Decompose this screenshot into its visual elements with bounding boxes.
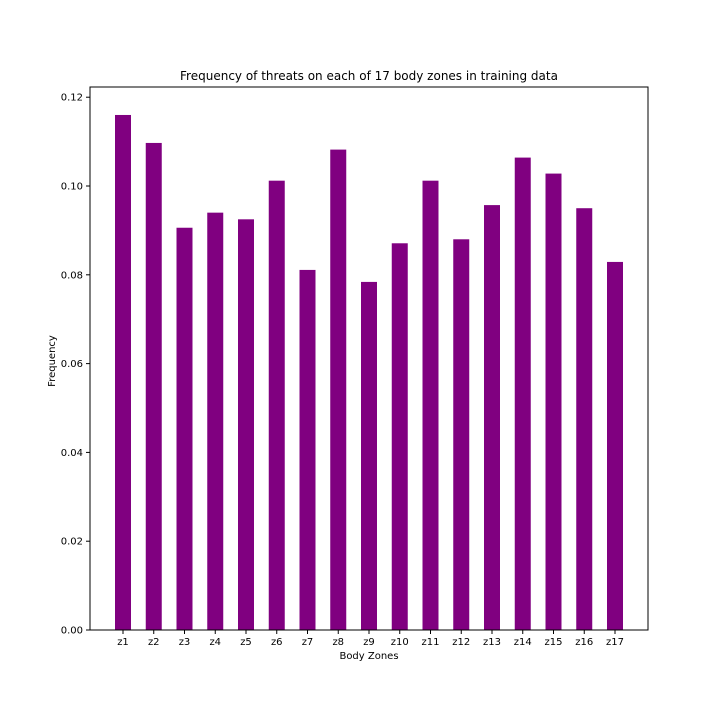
y-axis-label: Frequency [47, 335, 58, 387]
x-tick-label: z17 [606, 637, 624, 648]
x-tick-label: z4 [209, 637, 221, 648]
bar-z5 [238, 219, 254, 630]
plot-area-frame [89, 86, 649, 631]
x-tick-label: z7 [302, 637, 314, 648]
x-tick-label: z12 [452, 637, 470, 648]
chart-title: Frequency of threats on each of 17 body … [180, 69, 558, 83]
bar-z14 [514, 157, 531, 630]
x-tick-label: z6 [271, 637, 283, 648]
x-tick-label: z2 [148, 637, 160, 648]
x-tick-label: z10 [391, 637, 409, 648]
bar-z8 [330, 149, 347, 630]
x-tick-label: z16 [575, 637, 593, 648]
x-tick-label: z8 [332, 637, 344, 648]
y-tick-label: 0.12 [61, 93, 83, 104]
y-tick-label: 0.00 [61, 626, 83, 637]
bar-z15 [545, 173, 562, 630]
bar-z12 [453, 239, 470, 631]
x-tick-label: z14 [514, 637, 532, 648]
x-tick-label: z15 [545, 637, 563, 648]
bar-z6 [268, 180, 285, 630]
y-tick-label: 0.04 [61, 448, 83, 459]
x-tick-label: z9 [363, 637, 375, 648]
bar-z1 [115, 114, 131, 631]
bar-z3 [176, 227, 193, 631]
x-tick-label: z5 [240, 637, 252, 648]
x-tick-label: z13 [483, 637, 501, 648]
bar-z2 [145, 142, 162, 630]
bar-z13 [484, 205, 500, 630]
y-tick-label: 0.10 [61, 182, 83, 193]
x-tick-label: z3 [179, 637, 191, 648]
x-tick-label: z11 [422, 637, 440, 648]
y-tick-label: 0.06 [61, 359, 83, 370]
bar-z4 [207, 212, 224, 630]
y-axis: 0.00 0.02 0.04 0.06 0.08 0.10 0.12 [61, 93, 90, 637]
bar-z11 [422, 180, 439, 630]
bar-z17 [607, 261, 623, 630]
x-axis: z1 z2 z3 z4 z5 z6 z7 z8 z9 z10 z11 z12 z13 z14 z15 z16 z… [117, 630, 624, 648]
bar-z10 [391, 243, 408, 630]
bar-z7 [299, 269, 316, 630]
bars-group [115, 114, 623, 631]
x-tick-label: z1 [117, 637, 129, 648]
y-tick-label: 0.02 [61, 537, 83, 548]
bar-z16 [576, 208, 593, 630]
x-axis-label: Body Zones [339, 651, 398, 662]
bar-z9 [361, 281, 377, 630]
y-tick-label: 0.08 [61, 270, 83, 281]
